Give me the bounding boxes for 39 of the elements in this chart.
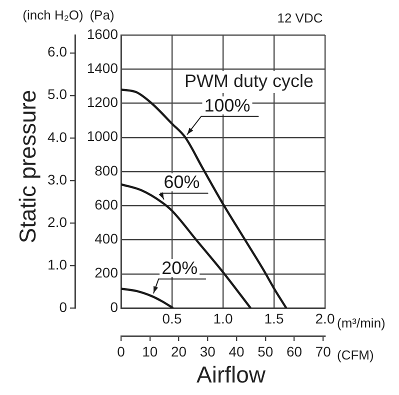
y-tick-label: 0 [110, 298, 118, 315]
y-tick-label: 400 [94, 230, 118, 247]
y2-tick-label: 1.0 [48, 256, 68, 272]
y-axis-title: (Pa) [90, 8, 114, 23]
x-tick-label: 1.0 [213, 310, 233, 326]
x-axis-title: (m³/min) [337, 316, 386, 331]
x2-tick-label: 70 [315, 343, 332, 360]
y-tick-label: 1600 [86, 26, 118, 42]
x2-tick-label: 40 [228, 343, 245, 360]
text: Airflow [196, 361, 266, 388]
y-tick-label: 200 [94, 264, 118, 281]
y2-tick-label: 4.0 [48, 128, 68, 145]
line-series [121, 288, 174, 308]
x-tick-label: 1.5 [264, 310, 284, 326]
x-tick-label: 0.5 [162, 310, 182, 326]
y2-tick-label: 2.0 [48, 214, 68, 230]
x2-tick-label: 30 [200, 343, 216, 360]
x2-tick-label: 10 [142, 343, 158, 360]
y2-tick-label: 0 [59, 298, 68, 315]
text: 12 VDC [277, 10, 323, 26]
y2-tick-label: 6.0 [48, 44, 68, 60]
text: Static pressure [14, 90, 40, 244]
series-label: 60% [164, 172, 200, 192]
y2-tick-label: 5.0 [48, 86, 68, 102]
x2-tick-label: 60 [286, 343, 302, 360]
x2-axis-title: (CFM) [337, 348, 374, 363]
y-tick-label: 1200 [86, 94, 118, 110]
series-label: 20% [162, 258, 198, 278]
series-label: 100% [204, 95, 250, 116]
x-tick-label: 2.0 [315, 310, 335, 326]
y-tick-label: 600 [94, 196, 118, 212]
y2-tick-label: 3.0 [48, 171, 68, 188]
y-tick-label: 1000 [86, 128, 118, 144]
y-tick-label: 800 [94, 162, 118, 178]
y-tick-label: 1400 [86, 60, 118, 76]
annotation: PWM duty cycle [184, 70, 314, 91]
x2-tick-label: 50 [258, 343, 274, 360]
y2-axis-title: (inch H₂O) [22, 8, 84, 23]
x2-tick-label: 20 [170, 343, 187, 360]
